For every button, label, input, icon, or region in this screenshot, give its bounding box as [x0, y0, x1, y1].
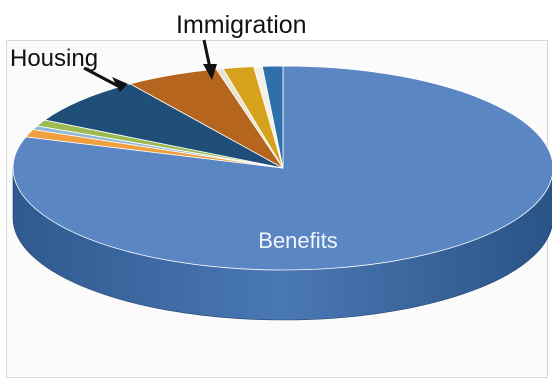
- pie-slice-10: [261, 65, 284, 169]
- arrow-housing: [83, 66, 128, 92]
- annotation-immigration: Immigration: [176, 11, 307, 39]
- annotation-housing: Housing: [10, 45, 98, 72]
- slice-label-benefits: Benefits: [258, 228, 338, 253]
- arrow-immigration: [202, 39, 217, 80]
- pie-top-faces: [12, 65, 552, 271]
- chart-labels: Immigration Housing Benefits: [10, 11, 338, 253]
